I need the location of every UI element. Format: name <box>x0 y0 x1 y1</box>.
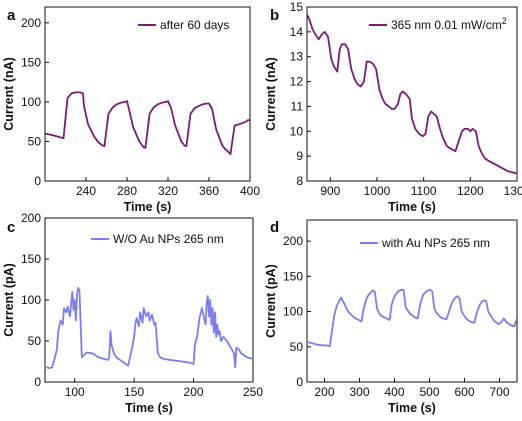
plot-frame <box>306 6 518 182</box>
y-tick-label: 11 <box>291 99 304 113</box>
y-tick-label: 0 <box>296 375 303 389</box>
y-tick-label: 9 <box>296 149 303 163</box>
x-tick-label: 200 <box>314 385 334 399</box>
x-tick-label: 1300 <box>504 184 522 198</box>
legend-superscript: 2 <box>502 16 507 26</box>
y-axis-title: Current (nA) <box>264 57 278 131</box>
panel-letter: c <box>7 219 15 236</box>
y-tick-label: 150 <box>283 269 303 283</box>
x-tick-label: 100 <box>65 385 85 399</box>
legend-label: with Au NPs 265 nm <box>381 236 490 250</box>
x-tick-label: 320 <box>158 184 178 198</box>
x-tick-label: 500 <box>419 385 439 399</box>
y-tick-label: 200 <box>283 234 303 248</box>
x-tick-label: 1200 <box>457 184 484 198</box>
y-axis-title: Current (pA) <box>264 264 278 338</box>
x-axis-title: Time (s) <box>388 401 436 415</box>
panel-a: a 240 280 320 360 400 0 50 100 150 200 Time (s) Curr… <box>2 6 260 214</box>
y-tick-label: 12 <box>290 75 304 89</box>
panel-letter: a <box>7 7 16 24</box>
y-tick-label: 8 <box>296 174 303 188</box>
y-tick-label: 200 <box>21 211 41 225</box>
series-line <box>45 91 250 156</box>
x-tick-label: 700 <box>489 385 509 399</box>
x-tick-label: 1100 <box>411 184 437 198</box>
x-tick-label: 400 <box>384 385 404 399</box>
y-tick-label: 13 <box>290 50 304 64</box>
y-tick-label: 50 <box>28 334 42 348</box>
x-tick-label: 1000 <box>364 184 391 198</box>
series-line <box>307 14 517 175</box>
y-axis-title: Current (nA) <box>2 57 16 131</box>
y-tick-label: 15 <box>290 0 304 14</box>
x-tick-label: 400 <box>240 184 260 198</box>
plot-frame <box>306 219 518 383</box>
plot-frame <box>44 6 251 182</box>
panel-letter: b <box>270 7 279 24</box>
x-axis-title: Time (s) <box>388 200 436 214</box>
y-tick-label: 0 <box>34 375 41 389</box>
legend-label: after 60 days <box>160 18 229 32</box>
x-tick-label: 150 <box>124 385 144 399</box>
x-tick-label: 300 <box>349 385 369 399</box>
x-tick-label: 250 <box>243 385 263 399</box>
y-tick-label: 150 <box>21 55 41 69</box>
y-tick-label: 100 <box>21 95 41 109</box>
y-tick-label: 100 <box>21 293 41 307</box>
panel-b: b 900 1000 1100 1200 1300 8 9 10 11 12 13 14 15 Time (… <box>264 0 522 214</box>
x-tick-label: 200 <box>184 385 204 399</box>
x-axis-title: Time (s) <box>124 200 172 214</box>
panel-c: c 100 150 200 250 0 50 100 150 200 Time (s) Current… <box>2 211 263 415</box>
y-tick-label: 50 <box>28 134 42 148</box>
legend-label: W/O Au NPs 265 nm <box>113 232 224 246</box>
x-tick-label: 360 <box>199 184 219 198</box>
panel-letter: d <box>270 219 279 236</box>
x-tick-label: 280 <box>117 184 137 198</box>
panel-d: d 200 300 400 500 600 700 0 50 100 150 200 Time (s) C… <box>264 219 518 415</box>
y-axis-title: Current (pA) <box>2 263 16 337</box>
y-tick-label: 150 <box>21 252 41 266</box>
y-tick-label: 100 <box>283 305 303 319</box>
legend-label: 365 nm 0.01 mW/cm2 <box>391 16 507 32</box>
y-tick-label: 10 <box>290 124 304 138</box>
y-tick-label: 14 <box>290 25 304 39</box>
y-tick-label: 200 <box>21 16 41 30</box>
series-line <box>45 286 253 370</box>
x-tick-label: 240 <box>76 184 96 198</box>
x-tick-label: 600 <box>454 385 474 399</box>
x-axis-title: Time (s) <box>125 401 173 415</box>
y-tick-label: 50 <box>290 340 304 354</box>
x-tick-label: 900 <box>320 184 340 198</box>
series-line <box>307 288 517 348</box>
y-tick-label: 0 <box>34 174 41 188</box>
